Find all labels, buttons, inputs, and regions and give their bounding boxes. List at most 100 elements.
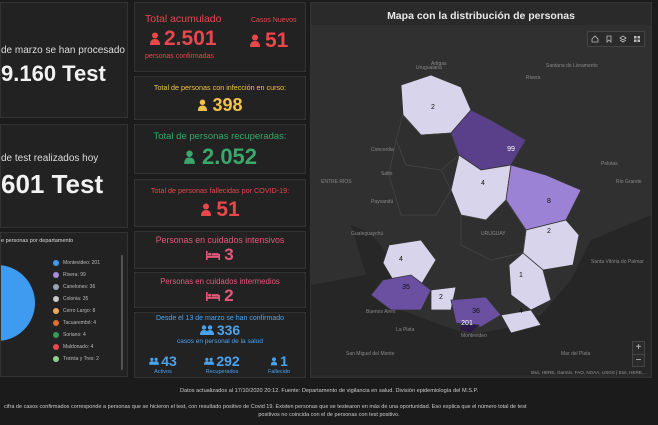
legend-color-icon (53, 284, 59, 290)
active-infections-panel: Total de personas con infección en curso… (134, 76, 306, 120)
total-accumulated-sub: personas confirmadas (145, 53, 214, 60)
legend-color-icon (53, 356, 59, 362)
department-count-label: 35 (402, 284, 410, 291)
people-icon (149, 357, 160, 365)
uruguay-departments[interactable] (370, 74, 582, 334)
bookmark-icon (606, 35, 612, 43)
place-label: Artigas (431, 61, 447, 67)
department-count-label: 1 (519, 272, 523, 279)
place-label: San Miguel del Monte (346, 351, 395, 357)
legend-item[interactable]: Montevideo: 201 (53, 257, 123, 269)
map-toolbar (587, 31, 645, 47)
place-label: Montevideo (461, 333, 487, 339)
deceased-label: Total de personas fallecidas por COVID-1… (150, 186, 290, 195)
legend-item[interactable]: Rivera: 99 (53, 269, 123, 281)
legend-item[interactable]: Canelones: 36 (53, 281, 123, 293)
dept-canelones[interactable] (450, 296, 502, 328)
grid-icon (634, 36, 640, 42)
deceased-row: 51 (135, 198, 305, 222)
map-canvas[interactable]: 2 99 4 8 2 4 1 35 2 36 201 4 Uruguaiana Santana do L… (311, 25, 651, 375)
person-icon (270, 356, 278, 365)
deceased-value: 51 (216, 198, 240, 221)
health-staff-line2: casos en personal de la salud (176, 338, 263, 345)
place-label: Paysandú (371, 199, 393, 205)
legend-color-icon (53, 272, 59, 278)
recovered-panel: Total de personas recuperadas: 2.052 (134, 124, 306, 174)
deceased-panel: Total de personas fallecidas por COVID-1… (134, 179, 306, 227)
legend-color-icon (53, 308, 59, 314)
department-count-label: 2 (439, 294, 443, 301)
total-accumulated-row: 2.501 (149, 27, 217, 51)
place-label: Rio Grande (616, 179, 642, 185)
legend-item[interactable]: Colonia: 35 (53, 293, 123, 305)
legend-item[interactable]: Treinta y Tres: 2 (53, 353, 123, 365)
legend-item[interactable]: Tacuarembó: 4 (53, 317, 123, 329)
intensive-care-panel: Personas en cuidados intensivos 3 (134, 231, 306, 269)
dept-flores[interactable] (430, 286, 457, 311)
department-count-label: 4 (481, 180, 485, 187)
health-active: 43 Activos (143, 353, 183, 375)
health-staff-row: 336 (135, 322, 305, 338)
legend-color-icon (53, 344, 59, 350)
active-infections-row: 398 (135, 95, 305, 116)
map-attribution: Esri, HERE, Garmin, FAO, NOAA, USGS | Es… (531, 370, 647, 375)
health-deceased-label: Fallecido (267, 369, 290, 375)
dept-colonia[interactable] (370, 274, 432, 311)
legend-item[interactable]: Soriano: 4 (53, 329, 123, 341)
recovered-row: 2.052 (135, 144, 305, 170)
department-count-label: 8 (547, 198, 551, 205)
dept-paysandu[interactable] (388, 138, 452, 216)
zoom-out-button[interactable]: − (633, 354, 644, 366)
tests-processed-value: 9.160 Test (1, 61, 106, 86)
tests-processed-panel: de marzo se han procesado 9.160 Test (0, 2, 128, 118)
legend-scrollbar[interactable] (121, 255, 123, 370)
place-label: Salto (381, 171, 393, 177)
legend-item[interactable]: Cerro Largo: 8 (53, 305, 123, 317)
health-deceased: 1 Fallecido (259, 353, 299, 375)
recovered-label: Total de personas recuperadas: (153, 131, 287, 142)
person-icon (201, 203, 212, 216)
legend-label: Maldonado: 4 (63, 344, 94, 350)
department-count-label: 99 (507, 146, 515, 153)
intensive-care-row: 3 (135, 245, 305, 265)
zoom-in-button[interactable]: + (635, 342, 642, 353)
dept-montevideo[interactable] (458, 322, 480, 334)
layers-button[interactable] (616, 32, 630, 46)
footer-update-line: Datos actualizados al 17/10/2020 20:12. … (179, 388, 479, 394)
place-label: Santana do Livramento (546, 63, 598, 69)
dept-durazno[interactable] (460, 199, 527, 261)
intensive-care-value: 3 (224, 245, 234, 264)
departments-panel: e personas por departamento Montevideo: … (0, 232, 128, 377)
person-icon (250, 34, 260, 47)
people-icon (199, 324, 214, 335)
legend-item[interactable]: Maldonado: 4 (53, 341, 123, 353)
person-icon (150, 32, 160, 45)
bookmarks-button[interactable] (602, 32, 616, 46)
tests-today-text: de test realizados hoy (1, 153, 99, 164)
legend-label: Colonia: 35 (63, 296, 89, 302)
person-icon (184, 150, 195, 164)
home-button[interactable] (588, 32, 602, 46)
bed-icon (206, 292, 221, 301)
place-label: Mar del Plata (561, 351, 591, 357)
place-label: La Plata (396, 327, 415, 333)
intermediate-care-label: Personas en cuidados intermedios (160, 277, 280, 286)
basemap-button[interactable] (630, 32, 644, 46)
intermediate-care-value: 2 (224, 286, 234, 305)
legend-label: Soriano: 4 (63, 332, 86, 338)
health-staff-panel: Desde el 13 de marzo se han confirmado 3… (134, 312, 306, 378)
total-accumulated-value: 2.501 (164, 27, 217, 50)
department-count-label: 2 (431, 104, 435, 111)
map-panel: Mapa con la distribución de personas 2 99… (310, 2, 652, 378)
tests-processed-text: de marzo se han procesado (1, 45, 125, 56)
health-deceased-value: 1 (280, 353, 288, 369)
pie-slice-montevideo[interactable] (1, 265, 35, 341)
total-accumulated-label: Total acumulado (145, 13, 222, 25)
health-recovered-value: 292 (216, 353, 240, 369)
dept-maldonado[interactable] (500, 309, 542, 334)
place-label: Concordia (371, 147, 394, 153)
departments-pie[interactable] (1, 263, 41, 343)
place-label: Santa Vitória do Palmar (591, 259, 644, 265)
health-active-label: Activos (154, 369, 172, 375)
health-staff-value: 336 (216, 322, 241, 338)
